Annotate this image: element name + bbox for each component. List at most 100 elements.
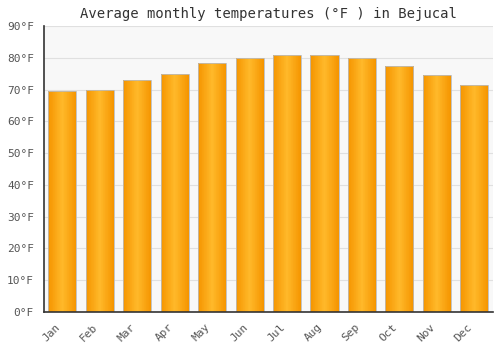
Bar	[112, 90, 113, 312]
Bar	[146, 80, 147, 312]
Bar	[468, 85, 469, 312]
Bar	[442, 76, 443, 312]
Bar	[468, 85, 469, 312]
Bar	[244, 58, 245, 312]
Bar	[470, 85, 471, 312]
Bar	[167, 74, 168, 312]
Bar	[395, 66, 396, 312]
Bar	[360, 58, 362, 312]
Bar	[369, 58, 370, 312]
Bar	[253, 58, 254, 312]
Bar	[350, 58, 352, 312]
Bar	[461, 85, 462, 312]
Bar	[285, 55, 286, 312]
Bar	[297, 55, 298, 312]
Bar	[208, 63, 210, 312]
Bar	[160, 74, 162, 312]
Bar	[401, 66, 402, 312]
Bar	[482, 85, 483, 312]
Bar	[99, 90, 100, 312]
Bar	[280, 55, 281, 312]
Bar	[236, 58, 264, 312]
Bar	[171, 74, 172, 312]
Bar	[405, 66, 406, 312]
Bar	[446, 76, 448, 312]
Bar	[355, 58, 356, 312]
Bar	[485, 85, 486, 312]
Bar	[204, 63, 205, 312]
Bar	[199, 63, 200, 312]
Bar	[70, 91, 71, 312]
Bar	[149, 80, 150, 312]
Bar	[129, 80, 130, 312]
Bar	[242, 58, 244, 312]
Bar	[424, 76, 425, 312]
Bar	[312, 55, 314, 312]
Bar	[487, 85, 488, 312]
Bar	[107, 90, 108, 312]
Bar	[50, 91, 51, 312]
Bar	[358, 58, 359, 312]
Bar	[60, 91, 61, 312]
Bar	[261, 58, 262, 312]
Bar	[128, 80, 129, 312]
Bar	[246, 58, 247, 312]
Bar	[391, 66, 392, 312]
Bar	[248, 58, 249, 312]
Bar	[471, 85, 472, 312]
Bar	[148, 80, 150, 312]
Bar	[86, 90, 87, 312]
Bar	[92, 90, 93, 312]
Bar	[403, 66, 404, 312]
Bar	[314, 55, 316, 312]
Bar	[250, 58, 251, 312]
Bar	[72, 91, 73, 312]
Bar	[168, 74, 169, 312]
Bar	[294, 55, 295, 312]
Bar	[311, 55, 312, 312]
Bar	[413, 66, 414, 312]
Bar	[174, 74, 176, 312]
Bar	[274, 55, 275, 312]
Bar	[177, 74, 178, 312]
Bar	[220, 63, 222, 312]
Bar	[109, 90, 110, 312]
Bar	[263, 58, 264, 312]
Bar	[210, 63, 211, 312]
Bar	[96, 90, 97, 312]
Bar	[475, 85, 476, 312]
Bar	[142, 80, 143, 312]
Bar	[95, 90, 96, 312]
Bar	[367, 58, 368, 312]
Bar	[165, 74, 166, 312]
Bar	[366, 58, 367, 312]
Bar	[398, 66, 399, 312]
Bar	[239, 58, 240, 312]
Bar	[225, 63, 226, 312]
Bar	[198, 63, 199, 312]
Bar	[423, 76, 451, 312]
Bar	[176, 74, 177, 312]
Bar	[174, 74, 175, 312]
Bar	[290, 55, 292, 312]
Bar	[357, 58, 358, 312]
Bar	[201, 63, 202, 312]
Bar	[179, 74, 180, 312]
Bar	[374, 58, 376, 312]
Bar	[178, 74, 179, 312]
Bar	[134, 80, 135, 312]
Bar	[184, 74, 186, 312]
Bar	[90, 90, 92, 312]
Bar	[48, 91, 76, 312]
Bar	[426, 76, 427, 312]
Bar	[373, 58, 374, 312]
Bar	[98, 90, 99, 312]
Bar	[364, 58, 365, 312]
Bar	[160, 74, 189, 312]
Bar	[131, 80, 132, 312]
Bar	[429, 76, 430, 312]
Bar	[472, 85, 473, 312]
Bar	[359, 58, 360, 312]
Bar	[144, 80, 145, 312]
Bar	[449, 76, 450, 312]
